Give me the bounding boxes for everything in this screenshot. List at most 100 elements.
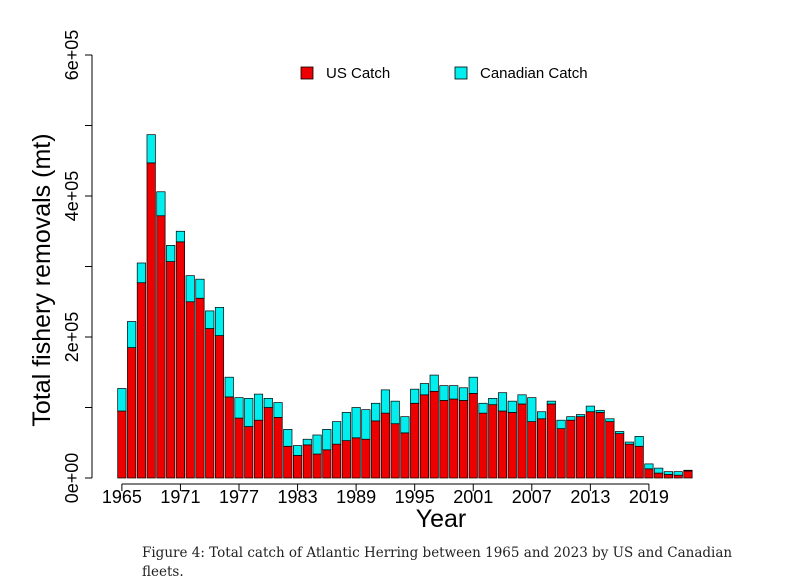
bar-canadian-catch-2011	[566, 416, 576, 421]
y-tick-label: 6e+05	[62, 30, 82, 81]
bar-canadian-catch-1979	[253, 393, 264, 421]
stacked-bar-chart: 0e+00 2e+05 4e+05 6e+05 1965 1971 1977 1983 198…	[28, 30, 693, 533]
bar-canadian-catch-1981	[273, 402, 283, 418]
bar-canadian-catch-2004	[497, 392, 508, 412]
bar-canadian-catch-1977	[234, 397, 244, 419]
bar-us-catch-1987	[332, 443, 342, 479]
bar-us-catch-2016	[615, 433, 625, 479]
bar-us-catch-1976	[224, 396, 234, 479]
bar-us-catch-1975	[214, 335, 225, 479]
bar-canadian-catch-2023	[683, 469, 693, 472]
bar-us-catch-2013	[585, 411, 595, 479]
bar-us-catch-2015	[605, 421, 615, 479]
y-axis-label: Total fishery removals (mt)	[28, 133, 56, 426]
bar-us-catch-1997	[429, 390, 439, 479]
bar-us-catch-1994	[400, 432, 410, 479]
bar-us-catch-1993	[390, 423, 400, 479]
bar-canadian-catch-1967	[136, 262, 146, 284]
bar-canadian-catch-1982	[283, 429, 293, 447]
y-tick-label: 0e+00	[62, 453, 82, 504]
bar-us-catch-2003	[488, 404, 498, 479]
bar-canadian-catch-1988	[341, 412, 351, 441]
bar-us-catch-2011	[566, 419, 576, 479]
bar-canadian-catch-1998	[439, 385, 449, 401]
bar-us-catch-1998	[439, 400, 449, 479]
legend-label-canadian-catch: Canadian Catch	[480, 65, 588, 82]
bar-us-catch-2007	[527, 421, 537, 479]
bar-canadian-catch-1983	[293, 445, 303, 456]
bar-us-catch-1968	[146, 162, 156, 479]
bar-canadian-catch-1968	[146, 134, 156, 164]
bar-canadian-catch-2001	[468, 376, 478, 394]
y-axis-ticks: 0e+00 2e+05 4e+05 6e+05	[62, 30, 92, 504]
bar-canadian-catch-1973	[195, 278, 205, 299]
x-tick-label: 1965	[102, 487, 142, 507]
bar-us-catch-1969	[156, 215, 166, 479]
bar-us-catch-1979	[253, 419, 264, 479]
bar-us-catch-2004	[497, 410, 508, 479]
bar-us-catch-2006	[517, 403, 527, 479]
bar-us-catch-2014	[595, 412, 605, 479]
bar-canadian-catch-2006	[517, 394, 527, 405]
bar-canadian-catch-2003	[488, 397, 498, 406]
bar-canadian-catch-2016	[615, 431, 625, 434]
bar-canadian-catch-1965	[117, 388, 127, 412]
bar-canadian-catch-2000	[458, 387, 469, 401]
bar-canadian-catch-1984	[302, 438, 312, 446]
x-axis-label: Year	[416, 505, 467, 533]
legend-swatch-us-catch	[300, 66, 314, 80]
figure-caption: Figure 4: Total catch of Atlantic Herrin…	[142, 545, 733, 580]
y-tick-label: 4e+05	[62, 171, 82, 222]
bar-canadian-catch-2007	[527, 397, 537, 422]
bar-canadian-catch-1976	[224, 376, 234, 398]
bar-us-catch-1977	[234, 417, 244, 479]
bar-canadian-catch-1987	[332, 421, 342, 445]
bar-canadian-catch-2005	[507, 400, 517, 413]
bar-canadian-catch-1999	[449, 385, 459, 400]
bar-us-catch-1980	[263, 407, 273, 479]
bar-canadian-catch-2014	[595, 409, 605, 413]
bar-us-catch-2019	[644, 468, 654, 479]
bar-us-catch-2017	[624, 443, 634, 479]
bar-us-catch-1990	[361, 438, 371, 479]
bar-us-catch-2022	[673, 474, 683, 479]
bar-canadian-catch-2009	[546, 400, 556, 405]
bar-us-catch-2010	[556, 428, 566, 479]
bar-us-catch-2000	[458, 400, 469, 479]
bar-canadian-catch-2019	[644, 463, 654, 470]
bar-canadian-catch-1985	[312, 434, 322, 455]
bar-us-catch-1986	[322, 449, 332, 479]
bar-canadian-catch-1994	[400, 416, 410, 434]
bar-us-catch-2021	[663, 474, 673, 479]
bar-us-catch-1971	[175, 241, 185, 479]
bar-us-catch-2023	[683, 470, 693, 479]
bar-us-catch-1965	[117, 410, 127, 479]
y-tick-label: 2e+05	[62, 312, 82, 363]
bar-canadian-catch-2018	[634, 436, 644, 447]
bar-us-catch-1996	[419, 394, 429, 479]
bar-us-catch-1974	[205, 328, 215, 479]
bar-canadian-catch-2022	[673, 471, 683, 476]
legend-label-us-catch: US Catch	[326, 65, 390, 82]
bars-layer	[117, 134, 693, 479]
bar-us-catch-1984	[302, 444, 312, 479]
bar-canadian-catch-2012	[576, 414, 586, 418]
bar-us-catch-1972	[185, 301, 195, 479]
bar-canadian-catch-1972	[185, 275, 195, 303]
bar-us-catch-2001	[468, 393, 478, 479]
bar-canadian-catch-2021	[663, 471, 673, 475]
bar-canadian-catch-1974	[205, 310, 215, 329]
bar-canadian-catch-1970	[166, 245, 176, 262]
bar-us-catch-2020	[654, 472, 664, 479]
bar-us-catch-1981	[273, 417, 283, 479]
x-tick-label: 1989	[336, 487, 376, 507]
x-tick-label: 2001	[453, 487, 493, 507]
bar-canadian-catch-1971	[175, 230, 185, 243]
bar-canadian-catch-2017	[624, 441, 634, 445]
bar-canadian-catch-1991	[371, 402, 381, 422]
bar-us-catch-1985	[312, 453, 322, 479]
bar-canadian-catch-2015	[605, 418, 615, 422]
x-tick-label: 1971	[160, 487, 200, 507]
x-tick-label: 2007	[512, 487, 552, 507]
bar-us-catch-1983	[293, 455, 303, 479]
